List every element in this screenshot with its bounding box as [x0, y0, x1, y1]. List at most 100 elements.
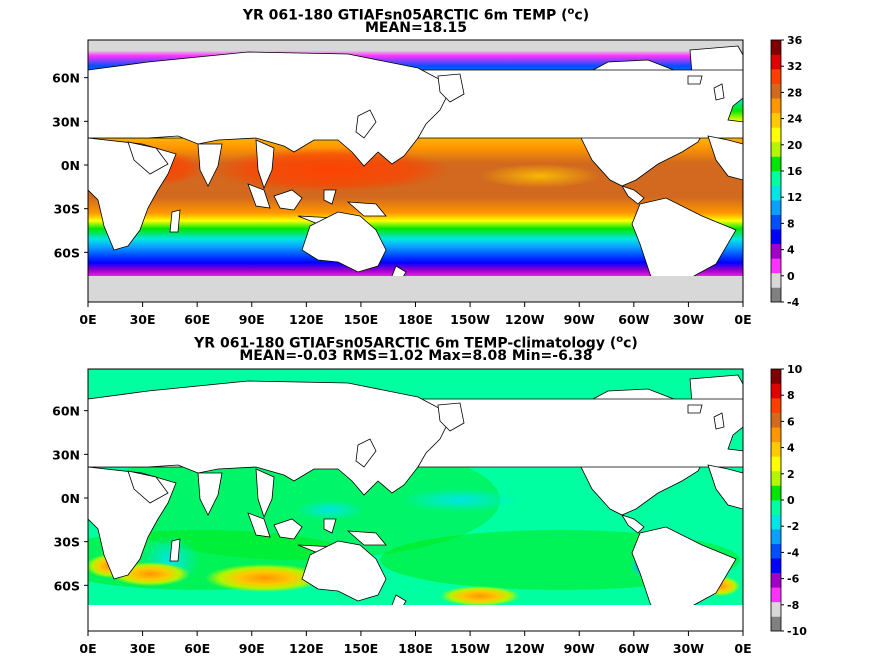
- x-tick-label: 150E: [344, 641, 379, 656]
- x-tick-label: 90W: [564, 641, 595, 656]
- y-tick-label: 0N: [61, 158, 80, 173]
- y-tick-label: 0N: [61, 491, 80, 506]
- map-title-top: YR 061-180 GTIAFsn05ARCTIC 6m TEMP (oc): [242, 6, 590, 24]
- colorbar-swatch: [771, 54, 781, 70]
- colorbar-swatch: [771, 398, 781, 413]
- colorbar-swatch: [771, 441, 781, 457]
- colorbar-label: -10: [787, 625, 807, 638]
- colorbar-swatch: [771, 514, 781, 530]
- map-title-bottom: YR 061-180 GTIAFsn05ARCTIC 6m TEMP-clima…: [194, 334, 638, 352]
- colorbar-swatch: [771, 485, 781, 501]
- colorbar-label: -6: [787, 573, 800, 586]
- colorbar-label: 36: [787, 34, 803, 47]
- colorbar-swatch: [771, 587, 781, 603]
- y-tick-label: 60N: [52, 71, 80, 86]
- colorbar-label: 4: [787, 244, 795, 257]
- colorbar-swatch: [771, 601, 781, 617]
- y-tick-label: 60N: [52, 404, 80, 419]
- colorbar-swatch: [771, 185, 781, 201]
- y-tick-label: 60S: [54, 578, 80, 593]
- colorbar-swatch: [771, 171, 781, 186]
- x-tick-label: 90W: [564, 312, 595, 327]
- colorbar-swatch: [771, 229, 781, 245]
- x-tick-label: 0E: [734, 641, 751, 656]
- colorbar-swatch: [771, 383, 781, 399]
- colorbar-swatch: [771, 214, 781, 230]
- colorbar-swatch: [771, 412, 781, 428]
- x-tick-label: 30W: [673, 641, 704, 656]
- colorbar-label: 2: [787, 468, 795, 481]
- colorbar-label: 10: [787, 363, 803, 376]
- x-tick-label: 180E: [398, 641, 433, 656]
- x-tick-label: 90E: [239, 312, 265, 327]
- colorbar-swatch: [771, 616, 781, 632]
- colorbar-swatch: [771, 243, 781, 259]
- colorbar-swatch: [771, 287, 781, 303]
- y-tick-label: 30N: [52, 447, 80, 462]
- colorbar-swatch: [771, 98, 781, 114]
- y-tick-label: 60S: [54, 245, 80, 260]
- colorbar-label: 6: [787, 415, 795, 428]
- y-tick-label: 30N: [52, 114, 80, 129]
- colorbar-label: -4: [787, 546, 800, 559]
- colorbar-label: 16: [787, 165, 803, 178]
- map-subtitle-bottom: MEAN=-0.03 RMS=1.02 Max=8.08 Min=-6.38: [239, 348, 593, 364]
- x-tick-label: 0E: [79, 641, 96, 656]
- x-tick-label: 30W: [673, 312, 704, 327]
- colorbar-swatch: [771, 141, 781, 157]
- map-subtitle-top: MEAN=18.15: [364, 20, 468, 36]
- colorbar-swatch: [771, 369, 781, 384]
- x-tick-label: 30E: [130, 312, 156, 327]
- colorbar-swatch: [771, 127, 781, 143]
- x-tick-label: 120W: [505, 312, 545, 327]
- colorbar-label: 12: [787, 191, 802, 204]
- colorbar-swatch: [771, 456, 781, 472]
- colorbar-swatch: [771, 543, 781, 559]
- colorbar-swatch: [771, 558, 781, 574]
- colorbar-label: -4: [787, 296, 800, 309]
- colorbar-swatch: [771, 500, 781, 515]
- x-tick-label: 0E: [734, 312, 751, 327]
- colorbar-label: -2: [787, 520, 799, 533]
- x-tick-label: 30E: [130, 641, 156, 656]
- colorbar-label: 8: [787, 389, 795, 402]
- colorbar-label: 0: [787, 270, 795, 283]
- colorbar-swatch: [771, 69, 781, 84]
- colorbar-label: 32: [787, 60, 802, 73]
- colorbar-swatch: [771, 470, 781, 486]
- colorbar-label: 28: [787, 86, 802, 99]
- colorbar-swatch: [771, 112, 781, 128]
- x-tick-label: 150W: [450, 312, 490, 327]
- x-tick-label: 120E: [289, 312, 324, 327]
- colorbar-swatch: [771, 40, 781, 55]
- colorbar-swatch: [771, 83, 781, 99]
- x-tick-label: 120W: [505, 641, 545, 656]
- colorbar-label: 4: [787, 442, 795, 455]
- x-tick-label: 60E: [184, 641, 210, 656]
- colorbar-swatch: [771, 529, 781, 544]
- colorbar-label: 0: [787, 494, 795, 507]
- colorbar-swatch: [771, 258, 781, 274]
- x-tick-label: 60W: [618, 641, 649, 656]
- colorbar-label: 8: [787, 217, 795, 230]
- y-tick-label: 30S: [54, 535, 80, 550]
- x-tick-label: 90E: [239, 641, 265, 656]
- colorbar-swatch: [771, 156, 781, 172]
- sst-anomaly-map: [87, 368, 744, 632]
- x-tick-label: 0E: [79, 312, 96, 327]
- x-tick-label: 180E: [398, 312, 433, 327]
- colorbar-swatch: [771, 200, 781, 215]
- x-tick-label: 150W: [450, 641, 490, 656]
- colorbar-swatch: [771, 572, 781, 588]
- colorbar-swatch: [771, 427, 781, 443]
- x-tick-label: 150E: [344, 312, 379, 327]
- x-tick-label: 120E: [289, 641, 324, 656]
- colorbar-label: -8: [787, 599, 799, 612]
- y-tick-label: 30S: [54, 202, 80, 217]
- colorbar-label: 20: [787, 139, 803, 152]
- sst-map: [87, 39, 744, 303]
- x-tick-label: 60E: [184, 312, 210, 327]
- x-tick-label: 60W: [618, 312, 649, 327]
- colorbar-swatch: [771, 272, 781, 288]
